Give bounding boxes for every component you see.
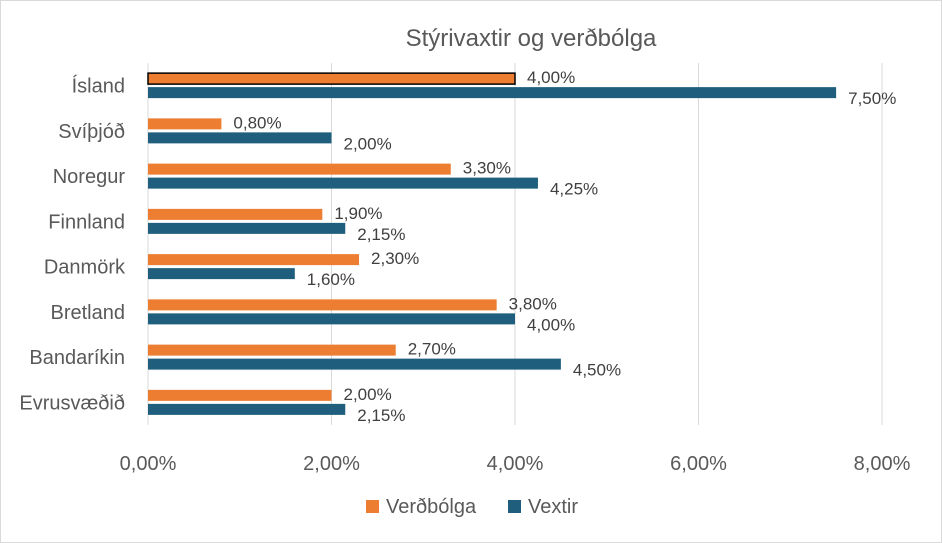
- category-label: Bretland: [51, 302, 126, 324]
- chart-title: Stýrivaxtir og verðbólga: [406, 25, 657, 52]
- inflation-bar: [148, 254, 360, 266]
- data-labels: 4,00% 7,50% 0,80% 2,00% 3,30% 4,25% 1,90% 2,15%…: [233, 68, 896, 425]
- x-tick-label: 0,00%: [120, 453, 177, 475]
- data-label: 2,15%: [357, 225, 405, 244]
- category-label: Svíþjóð: [58, 121, 125, 143]
- legend-label: Verðbólga: [386, 496, 477, 518]
- rate-bar: [148, 313, 515, 325]
- inflation-bar: [148, 163, 451, 175]
- rate-bar: [148, 268, 295, 280]
- legend-swatch-inflation: [366, 500, 379, 513]
- x-tick-label: 8,00%: [854, 453, 911, 475]
- inflation-bar: [148, 118, 222, 130]
- category-label: Ísland: [72, 75, 125, 98]
- data-label: 1,60%: [307, 270, 355, 289]
- data-label: 2,00%: [344, 134, 392, 153]
- inflation-bar: [147, 72, 516, 85]
- rate-bar: [148, 222, 346, 234]
- data-label: 4,00%: [527, 315, 575, 334]
- category-label: Finnland: [48, 211, 125, 233]
- legend-label: Vextir: [528, 496, 578, 518]
- data-label: 1,90%: [334, 204, 382, 223]
- data-label: 2,00%: [344, 385, 392, 404]
- data-label: 4,00%: [527, 68, 575, 87]
- inflation-bar: [148, 344, 396, 356]
- data-label: 7,50%: [848, 89, 896, 108]
- inflation-bar: [148, 389, 332, 401]
- data-label: 2,30%: [371, 249, 419, 268]
- legend: Verðbólga Vextir: [366, 496, 578, 518]
- data-label: 0,80%: [233, 113, 281, 132]
- legend-swatch-rates: [508, 500, 521, 513]
- inflation-bar: [148, 208, 323, 220]
- data-label: 3,80%: [509, 294, 557, 313]
- category-label: Noregur: [53, 166, 126, 188]
- rate-bar: [148, 87, 837, 99]
- category-label: Bandaríkin: [29, 347, 125, 369]
- rate-bar: [148, 358, 561, 370]
- x-tick-labels: 0,00% 2,00% 4,00% 6,00% 8,00%: [120, 453, 911, 475]
- data-label: 4,50%: [573, 361, 621, 380]
- data-label: 3,30%: [463, 159, 511, 178]
- x-tick-label: 4,00%: [487, 453, 544, 475]
- data-label: 2,70%: [408, 340, 456, 359]
- x-tick-label: 6,00%: [670, 453, 727, 475]
- bars: [147, 72, 837, 415]
- inflation-bar: [148, 299, 497, 311]
- x-tick-label: 2,00%: [303, 453, 360, 475]
- data-label: 4,25%: [550, 180, 598, 199]
- rate-bar: [148, 132, 332, 144]
- category-label: Evrusvæðið: [19, 392, 125, 414]
- rate-bar: [148, 177, 538, 189]
- category-labels: Ísland Svíþjóð Noregur Finnland Danmörk Bretl…: [19, 75, 126, 415]
- rate-bar: [148, 403, 346, 415]
- category-label: Danmörk: [44, 257, 126, 279]
- data-label: 2,15%: [357, 406, 405, 425]
